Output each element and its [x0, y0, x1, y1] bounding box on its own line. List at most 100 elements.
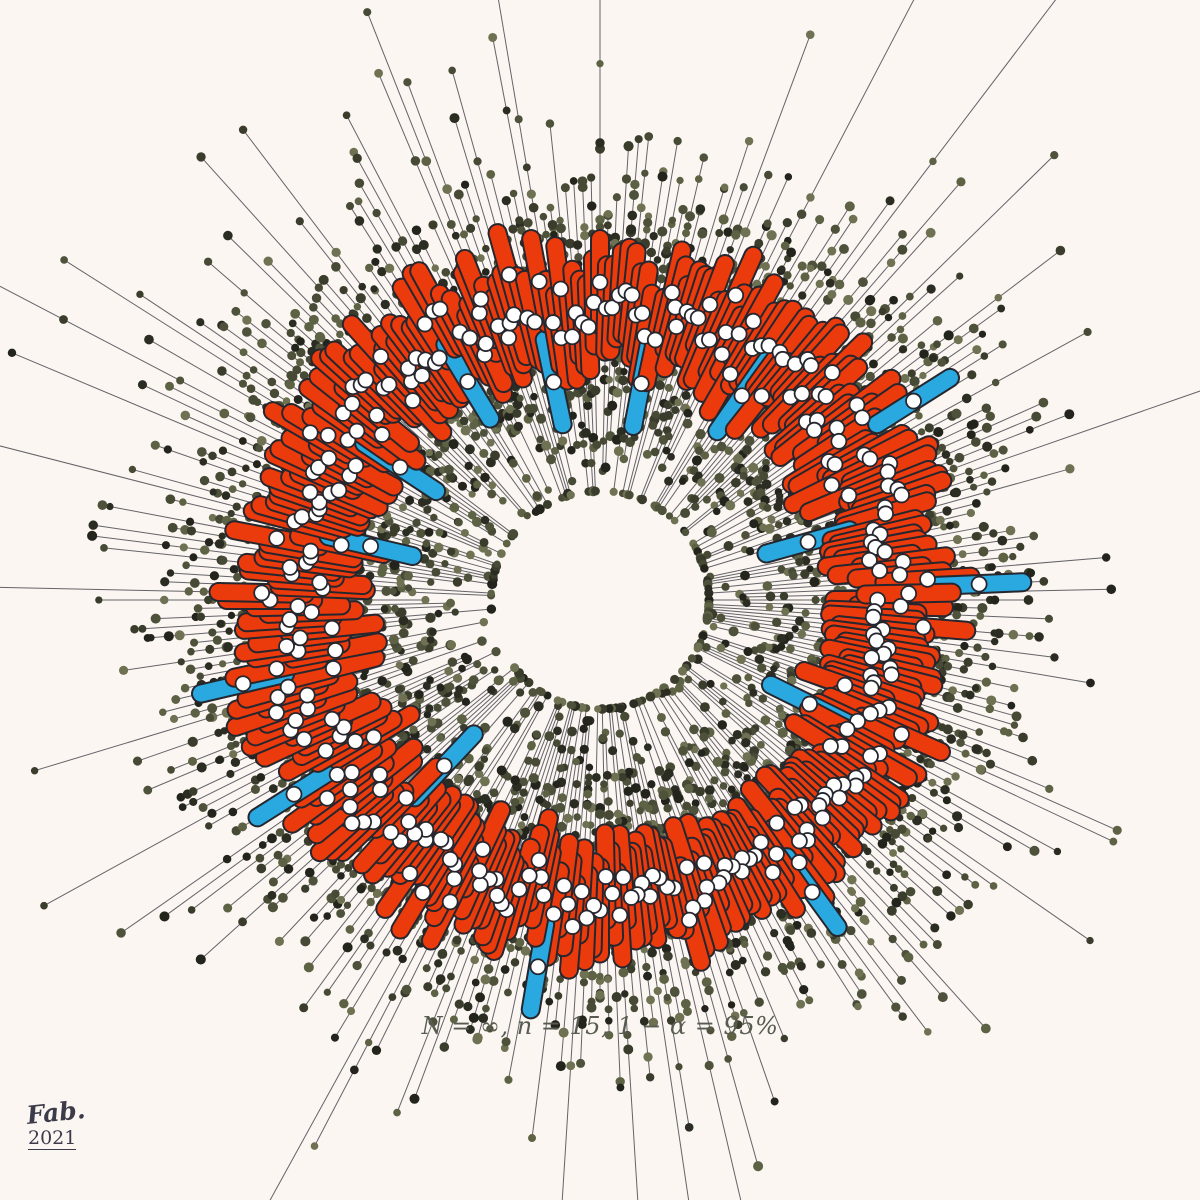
observation-dot — [654, 428, 663, 437]
observation-dot — [447, 640, 457, 650]
observation-dot — [777, 565, 786, 574]
observation-dot — [441, 697, 451, 708]
observation-dot — [997, 535, 1008, 546]
observation-dot — [517, 821, 526, 829]
observation-dot — [786, 282, 794, 290]
observation-dot — [765, 603, 774, 612]
observation-dot — [894, 865, 903, 873]
observation-dot — [189, 578, 200, 588]
observation-dot — [567, 745, 576, 755]
observation-dot — [296, 347, 306, 358]
observation-dot — [516, 394, 524, 402]
observation-dot — [349, 1065, 359, 1075]
observation-dot — [196, 612, 206, 621]
observation-dot — [750, 646, 759, 655]
observation-dot — [463, 777, 473, 787]
observation-dot — [632, 752, 642, 762]
observation-dot — [766, 230, 777, 241]
observation-dot — [981, 422, 992, 433]
observation-dot — [847, 875, 857, 885]
observation-dot — [1025, 425, 1034, 434]
observation-dot — [292, 365, 302, 375]
observation-dot — [674, 1012, 685, 1023]
observation-dot — [587, 173, 596, 182]
observation-dot — [519, 788, 528, 797]
observation-dot — [736, 654, 746, 664]
observation-dot — [553, 726, 562, 736]
observation-dot — [555, 223, 566, 234]
observation-dot — [886, 905, 897, 916]
observation-dot — [563, 813, 573, 823]
observation-dot — [481, 268, 490, 276]
observation-dot — [749, 688, 758, 697]
observation-dot — [480, 974, 491, 985]
observation-dot — [250, 784, 260, 794]
observation-dot — [657, 505, 667, 516]
observation-dot — [667, 453, 675, 461]
observation-dot — [864, 295, 875, 306]
observation-dot — [456, 714, 467, 725]
observation-dot — [811, 595, 820, 605]
observation-dot — [943, 662, 953, 671]
observation-dot — [60, 256, 68, 264]
observation-dot — [520, 946, 531, 956]
observation-dot — [448, 439, 459, 450]
observation-dot — [605, 1017, 613, 1025]
observation-dot — [196, 447, 207, 457]
observation-dot — [343, 901, 352, 909]
observation-dot — [240, 289, 248, 297]
observation-dot — [452, 673, 463, 683]
observation-dot — [663, 993, 671, 1002]
observation-dot — [308, 876, 318, 886]
observation-dot — [493, 560, 501, 568]
observation-dot — [401, 984, 412, 995]
observation-dot — [684, 1122, 694, 1132]
observation-dot — [628, 736, 638, 746]
observation-dot — [800, 272, 810, 282]
observation-dot — [678, 477, 687, 485]
observation-dot — [143, 785, 153, 795]
observation-dot — [863, 847, 872, 856]
observation-dot — [937, 992, 948, 1003]
observation-dot — [929, 788, 938, 797]
observation-dot — [232, 740, 240, 748]
observation-dot — [943, 330, 954, 341]
observation-dot — [427, 578, 435, 586]
observation-dot — [1001, 464, 1010, 473]
observation-dot — [932, 939, 942, 950]
observation-dot — [774, 521, 783, 529]
observation-dot — [797, 261, 807, 271]
observation-dot — [684, 758, 694, 767]
observation-dot — [896, 975, 906, 985]
observation-dot — [664, 383, 673, 392]
observation-dot — [398, 628, 409, 639]
observation-dot — [941, 450, 951, 459]
observation-dot — [681, 528, 690, 537]
observation-dot — [611, 359, 619, 368]
observation-dot — [239, 348, 248, 357]
observation-dot — [552, 780, 561, 789]
observation-dot — [209, 488, 217, 496]
observation-dot — [618, 967, 629, 978]
observation-dot — [232, 502, 241, 511]
observation-dot — [296, 358, 305, 367]
observation-dot — [566, 1061, 576, 1071]
observation-dot — [533, 701, 544, 712]
observation-dot — [256, 863, 267, 874]
observation-dot — [487, 489, 497, 499]
observation-dot — [331, 865, 341, 874]
observation-dot — [542, 230, 550, 239]
observation-dot — [981, 652, 990, 661]
observation-dot — [521, 473, 531, 483]
observation-dot — [668, 216, 677, 224]
observation-dot — [583, 401, 593, 411]
observation-dot — [473, 480, 482, 489]
observation-dot — [699, 153, 709, 162]
observation-dot — [697, 749, 706, 757]
observation-dot — [732, 761, 741, 770]
observation-dot — [602, 770, 612, 780]
observation-dot — [725, 500, 736, 511]
observation-dot — [680, 508, 691, 519]
observation-dot — [406, 525, 414, 534]
observation-dot — [898, 1012, 907, 1021]
